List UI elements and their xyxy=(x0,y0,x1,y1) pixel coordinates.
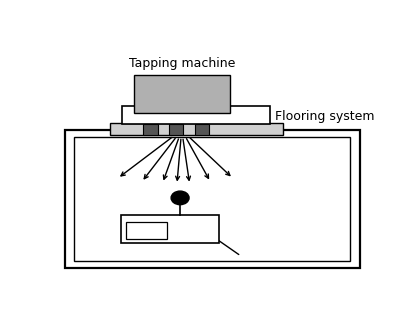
Bar xyxy=(143,124,157,135)
Text: Tapping machine: Tapping machine xyxy=(128,57,234,70)
Bar xyxy=(74,137,349,261)
Bar xyxy=(125,222,167,239)
Bar xyxy=(109,123,282,135)
Bar xyxy=(121,215,218,243)
Bar xyxy=(194,124,209,135)
Bar xyxy=(122,106,269,124)
Bar xyxy=(133,75,229,113)
Text: Flooring system: Flooring system xyxy=(274,110,373,123)
Circle shape xyxy=(171,191,189,205)
Bar xyxy=(169,124,183,135)
Bar xyxy=(64,130,359,268)
